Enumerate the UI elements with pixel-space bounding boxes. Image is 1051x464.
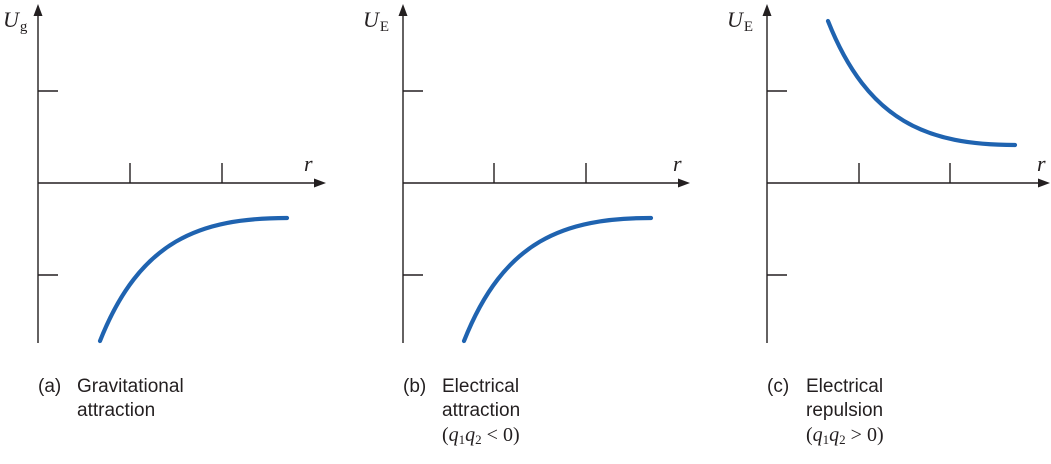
caption-line1-a: Gravitational [77, 376, 184, 397]
caption-line2-a: attraction [77, 400, 156, 421]
curve-a [97, 215, 290, 344]
panel-b: UE r [363, 4, 690, 344]
curve-c [825, 18, 1018, 148]
x-axis-label-c: r [1037, 151, 1046, 176]
caption-letter-a: (a) [38, 376, 62, 397]
x-axis-arrow-b [678, 178, 690, 188]
y-axis-arrow-c [762, 4, 772, 16]
caption-line1-b: Electrical [442, 376, 520, 397]
x-axis-arrow-c [1038, 178, 1050, 188]
caption-line1-c: Electrical [806, 376, 884, 397]
y-axis-label-c: UE [727, 7, 753, 35]
caption-line2-b: attraction [442, 400, 521, 421]
panel-c: UE r [727, 4, 1050, 343]
caption-condition-b: (q1q2 < 0) [442, 424, 520, 447]
caption-letter-c: (c) [767, 376, 790, 397]
x-axis-label-a: r [304, 151, 313, 176]
y-axis-label-a: Ug [3, 7, 28, 35]
y-axis-label-b: UE [363, 7, 389, 35]
x-axis-label-b: r [673, 151, 682, 176]
caption-condition-c: (q1q2 > 0) [806, 424, 884, 447]
curve-b [461, 215, 654, 344]
caption-line2-c: repulsion [806, 400, 884, 421]
y-axis-arrow-a [33, 4, 43, 16]
caption-letter-b: (b) [403, 376, 427, 397]
x-axis-arrow-a [314, 178, 326, 188]
y-axis-arrow-b [398, 4, 408, 16]
panel-a: Ug r [3, 4, 326, 344]
